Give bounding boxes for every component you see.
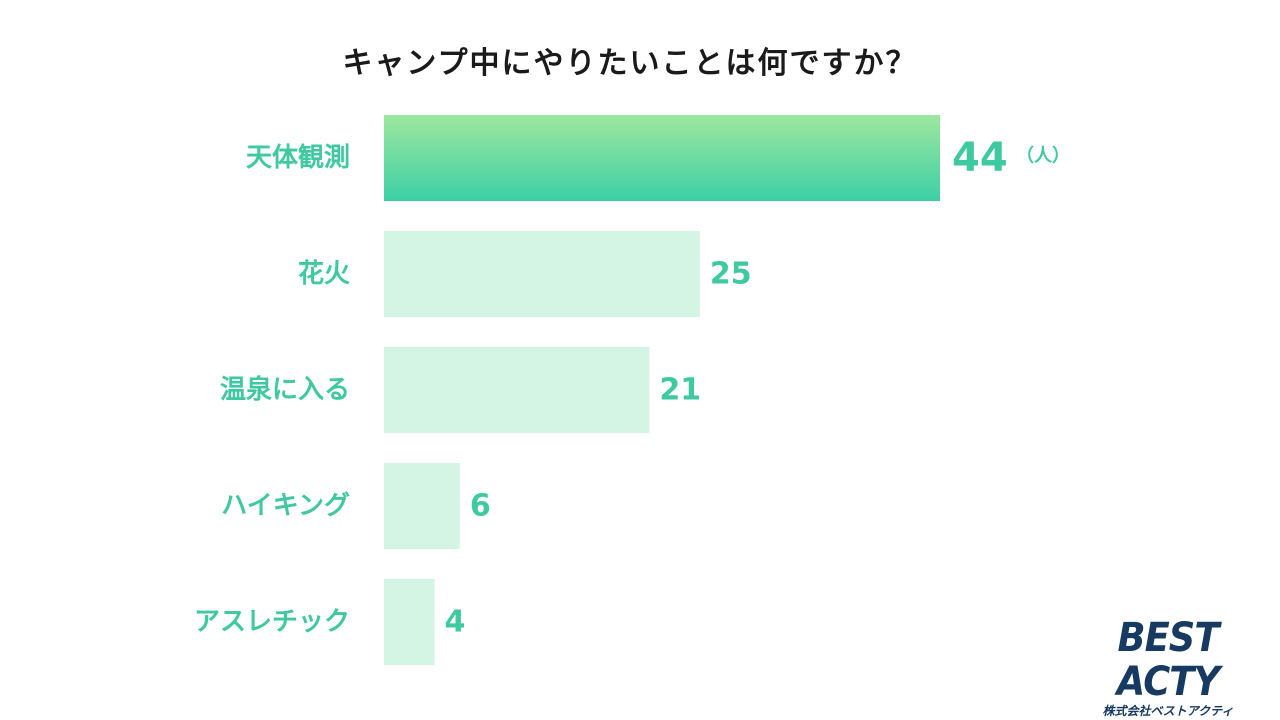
bar-1: [384, 115, 940, 201]
category-label-4: ハイキング: [221, 491, 350, 521]
value-label-5: 4: [445, 605, 466, 640]
logo-company-name: 株式会社ベストアクティ: [1102, 704, 1234, 718]
bar-5: [384, 579, 435, 665]
value-label-1: 44: [952, 135, 1008, 181]
unit-label: （人）: [1016, 146, 1070, 167]
value-label-2: 25: [710, 257, 752, 292]
category-label-3: 温泉に入る: [220, 374, 350, 405]
category-label-5: アスレチック: [194, 607, 350, 637]
category-label-1: 天体観測: [246, 142, 350, 173]
company-logo: BEST ACTY 株式会社ベストアクティ: [1068, 616, 1268, 718]
category-label-2: 花火: [298, 259, 350, 289]
bar-3: [384, 347, 650, 433]
value-label-3: 21: [659, 373, 701, 408]
chart-title: キャンプ中にやりたいことは何ですか？: [342, 46, 918, 81]
bar-2: [384, 231, 700, 317]
value-label-4: 6: [470, 489, 491, 524]
logo-wordmark: BEST ACTY: [1116, 615, 1220, 705]
bar-4: [384, 463, 460, 549]
